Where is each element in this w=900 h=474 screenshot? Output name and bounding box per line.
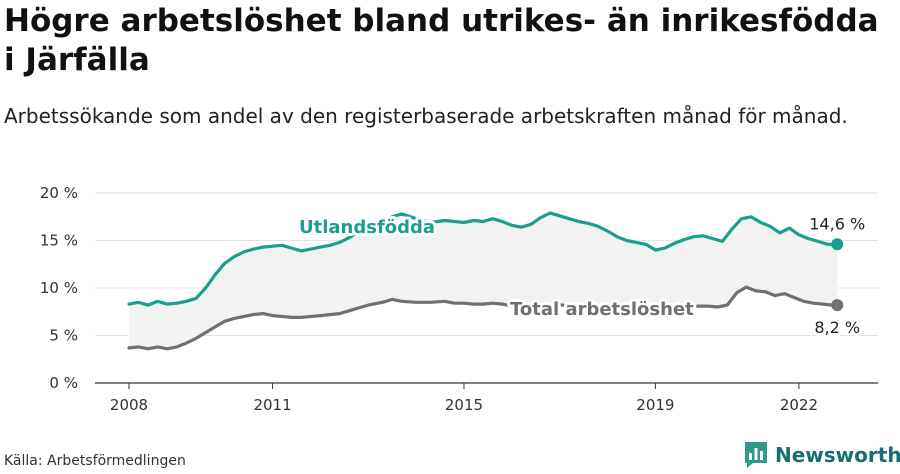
end-value-label-total: 8,2 % [814,318,860,337]
y-tick-label: 5 % [49,327,78,345]
series-line-total [127,285,839,351]
series-end-point-foreign [831,238,844,251]
y-tick-label: 20 % [40,184,78,202]
x-tick-label: 2008 [110,396,148,414]
y-tick-label: 15 % [40,232,78,250]
brand-logo[interactable]: Newsworthy [745,442,900,468]
source-note: Källa: Arbetsförmedlingen [4,453,186,469]
series-end-point-total [831,299,844,312]
chart-subtitle: Arbetssökande som andel av den registerb… [4,104,848,128]
x-tick-label: 2022 [780,396,818,414]
series-labels: Utlandsfödda Total arbetslöshet 14,6 % 8,2 … [296,211,868,340]
gap-band [129,213,838,349]
brand-name: Newsworthy [775,443,900,467]
x-tick-label: 2015 [445,396,483,414]
series-lines [127,211,844,351]
x-tick-label: 2019 [636,396,674,414]
y-tick-label: 0 % [49,374,78,392]
x-axis: 2008 2011 2015 2019 2022 [110,383,818,414]
series-line-foreign [127,211,839,307]
end-value-label-foreign: 14,6 % [809,214,865,233]
chart-title: Högre arbetslöshet bland utrikes- än inr… [4,3,879,78]
y-axis: 0 % 5 % 10 % 15 % 20 % [40,184,78,392]
y-tick-label: 10 % [40,279,78,297]
newsworthy-logo-icon [745,442,767,468]
series-label-total: Total arbetslöshet [510,299,694,320]
x-tick-label: 2011 [253,396,291,414]
series-label-foreign: Utlandsfödda [299,217,435,238]
